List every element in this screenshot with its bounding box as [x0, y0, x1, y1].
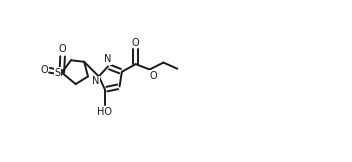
Text: O: O	[40, 65, 48, 75]
Text: O: O	[150, 71, 157, 81]
Text: N: N	[104, 54, 112, 64]
Text: HO: HO	[98, 107, 112, 117]
Text: S: S	[54, 68, 60, 78]
Text: O: O	[132, 38, 139, 47]
Text: O: O	[59, 45, 67, 54]
Text: N: N	[92, 76, 99, 86]
